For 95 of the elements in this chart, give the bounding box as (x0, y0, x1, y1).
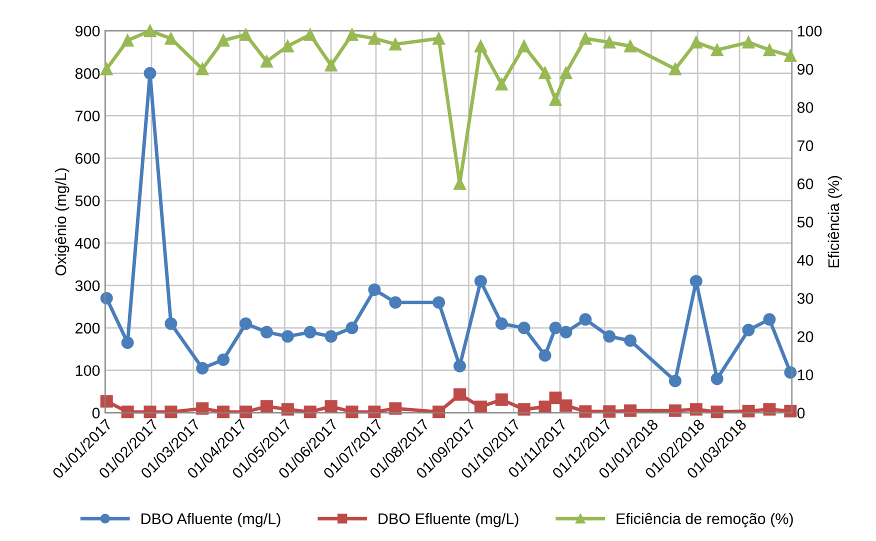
point (668, 62, 682, 76)
point (100, 395, 113, 408)
point (603, 36, 616, 49)
point (368, 32, 381, 45)
point (624, 40, 637, 52)
legend-label: Eficiência de remoção (%) (616, 512, 793, 528)
point (281, 330, 294, 343)
point (624, 334, 637, 347)
point (164, 32, 178, 45)
point (240, 317, 252, 330)
point (742, 36, 755, 49)
point (560, 399, 572, 412)
y-tick-label: 400 (75, 238, 100, 249)
point (453, 360, 466, 372)
y-tick-label: 0 (92, 408, 100, 418)
y2-tick-label: 90 (797, 64, 814, 75)
y2-tick-label: 100 (798, 26, 822, 37)
point (389, 38, 402, 50)
point (121, 34, 134, 47)
point (495, 393, 508, 406)
point (710, 372, 724, 386)
y-tick-label: 900 (75, 26, 100, 37)
point (164, 317, 178, 330)
y2-tick-label: 30 (797, 293, 814, 304)
point (710, 44, 724, 56)
point (742, 324, 755, 336)
point (144, 67, 156, 80)
point (240, 28, 252, 41)
point (281, 40, 294, 52)
point (668, 374, 682, 388)
point (324, 330, 338, 343)
point (549, 392, 562, 404)
point (100, 292, 113, 304)
point (603, 330, 616, 343)
point (196, 362, 209, 374)
point (474, 274, 487, 288)
point (763, 313, 776, 326)
point (495, 317, 508, 330)
point (549, 93, 562, 106)
point (560, 66, 572, 80)
point (549, 322, 562, 334)
y-tick-label: 200 (76, 322, 100, 334)
y2-tick-label: 80 (797, 102, 814, 113)
y2-tick-label: 60 (798, 178, 814, 190)
point (260, 400, 273, 413)
point (432, 32, 446, 45)
y-tick-label: 300 (75, 280, 100, 292)
point (304, 28, 316, 41)
point (217, 34, 230, 47)
y-tick-label: 100 (76, 365, 100, 376)
point (368, 283, 381, 296)
y-tick-label: 600 (76, 153, 100, 164)
point (538, 66, 552, 80)
y2-tick-label: 0 (797, 408, 805, 418)
point (560, 326, 572, 338)
point (144, 24, 156, 38)
point (474, 400, 487, 414)
y-axis-title: Oxigênio (mg/L) (54, 168, 70, 276)
point (690, 274, 702, 288)
point (432, 296, 446, 309)
point (260, 55, 273, 68)
point (453, 388, 466, 401)
point (304, 326, 316, 338)
legend-label: DBO Afluente (mg/L) (142, 512, 280, 528)
point (784, 366, 797, 379)
point (690, 36, 702, 49)
point (784, 49, 797, 62)
point (579, 313, 592, 326)
point (474, 40, 487, 52)
point (495, 78, 508, 91)
point (121, 336, 134, 350)
y-tick-label: 800 (75, 68, 100, 79)
point (346, 28, 358, 41)
point (579, 32, 592, 45)
point (217, 353, 230, 366)
y2-tick-label: 10 (798, 369, 814, 380)
point (100, 62, 113, 76)
point (538, 349, 552, 362)
point (324, 58, 338, 72)
point (196, 62, 209, 76)
point (518, 40, 530, 52)
y2-tick-label: 20 (798, 331, 814, 342)
legend-label: DBO Efluente (mg/L) (378, 512, 518, 528)
y2-axis-title: Eficiência (%) (828, 176, 842, 268)
y-tick-label: 500 (75, 195, 100, 206)
point (346, 322, 358, 334)
point (518, 322, 530, 334)
point (763, 44, 776, 56)
y2-tick-label: 40 (797, 254, 814, 266)
y2-tick-label: 70 (798, 140, 814, 152)
y-tick-label: 700 (76, 110, 100, 122)
point (260, 326, 273, 338)
point (389, 296, 402, 309)
y2-tick-label: 50 (797, 216, 814, 228)
point (324, 400, 338, 413)
